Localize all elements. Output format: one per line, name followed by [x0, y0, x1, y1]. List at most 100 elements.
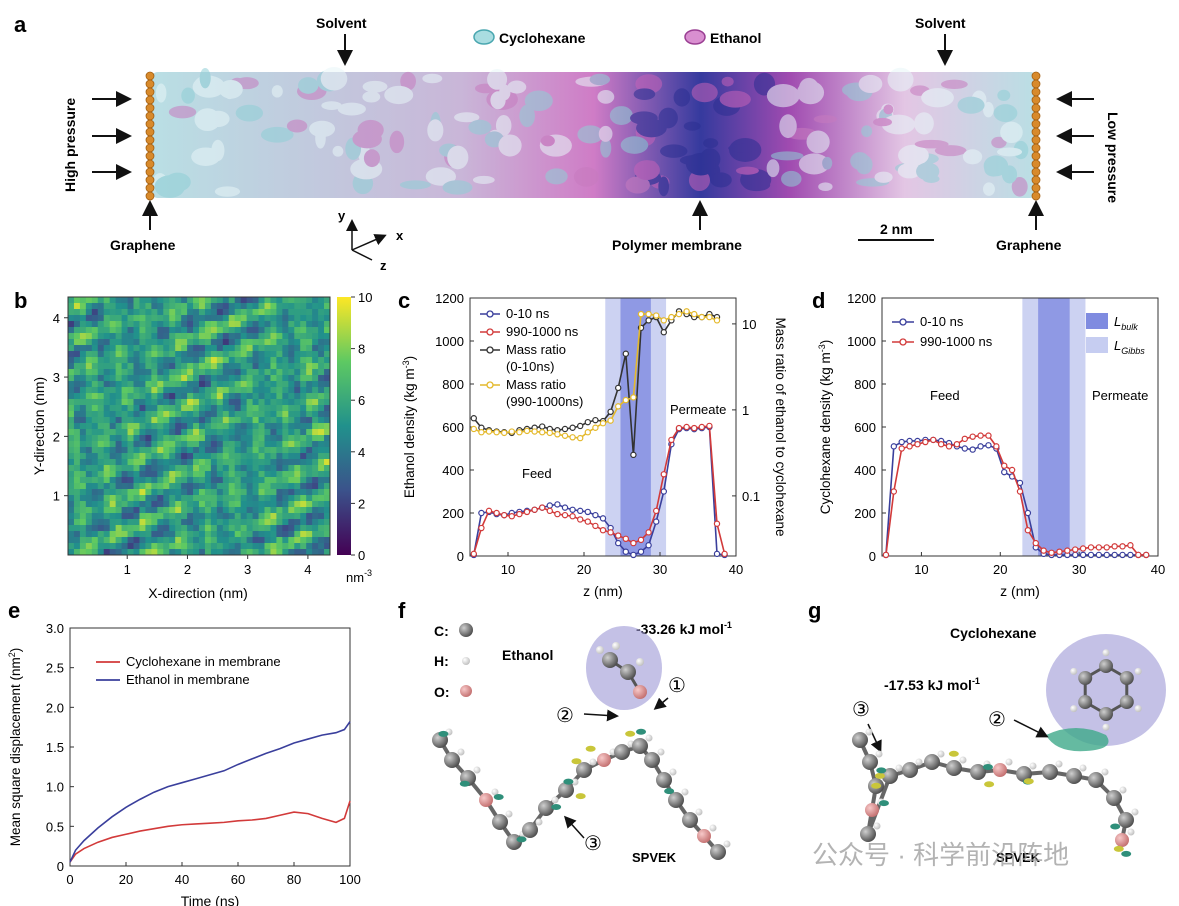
heatmap-cell [109, 483, 117, 490]
heatmap-cell [91, 303, 99, 310]
heatmap-cell [139, 459, 146, 466]
heatmap-cell [270, 375, 277, 382]
heatmap-cell [85, 303, 93, 310]
heatmap-cell [181, 375, 188, 382]
heatmap-cell [181, 501, 188, 508]
heatmap-cell [193, 297, 200, 304]
data-point [1016, 488, 1024, 495]
heatmap-cell [294, 447, 301, 454]
heatmap-cell [187, 333, 194, 340]
heatmap-cell [300, 321, 307, 328]
heatmap-cell [228, 393, 236, 400]
heatmap-cell [246, 465, 253, 472]
heatmap-cell [115, 441, 122, 448]
heatmap-cell [193, 447, 200, 454]
heatmap-cell [73, 513, 81, 520]
heatmap-cell [187, 411, 194, 418]
heatmap-cell [115, 387, 122, 394]
heatmap-cell [199, 537, 206, 544]
colorbar [337, 297, 351, 555]
heatmap-cell [121, 387, 128, 394]
carbon-atom [1118, 812, 1134, 828]
heatmap-cell [193, 441, 200, 448]
heatmap-cell [139, 333, 146, 340]
heatmap-cell [222, 339, 230, 346]
heatmap-cell [222, 351, 230, 358]
heatmap-cell [127, 429, 134, 436]
heatmap-cell [97, 417, 105, 424]
data-point [630, 451, 637, 459]
heatmap-cell [294, 489, 301, 496]
data-point [713, 317, 721, 324]
data-point [493, 429, 500, 436]
heatmap-cell [246, 435, 253, 442]
solvent-blob [914, 139, 949, 149]
heatmap-cell [228, 549, 236, 556]
heatmap-cell [91, 297, 99, 304]
heatmap-cell [294, 297, 301, 304]
heatmap-cell [312, 501, 319, 508]
heatmap-cell [222, 297, 230, 304]
heatmap-cell [73, 441, 81, 448]
heatmap-cell [115, 309, 122, 316]
heatmap-cell [145, 297, 152, 304]
heatmap-cell [157, 531, 164, 538]
heatmap-cell [312, 435, 319, 442]
heatmap-cell [109, 315, 117, 322]
heatmap-cell [252, 429, 259, 436]
heatmap-cell [270, 537, 277, 544]
heatmap-cell [282, 435, 289, 442]
heatmap-cell [109, 345, 117, 352]
heatmap-cell [306, 333, 313, 340]
hydrogen-atom [491, 788, 499, 796]
heatmap-cell [228, 417, 236, 424]
heatmap-cell [210, 315, 218, 322]
heatmap-cell [103, 525, 111, 532]
heatmap-cell [91, 405, 99, 412]
heatmap-cell [216, 417, 224, 424]
heatmap-cell [145, 453, 152, 460]
heatmap-cell [169, 447, 176, 454]
heatmap-cell [169, 393, 176, 400]
heatmap-cell [151, 375, 158, 382]
heatmap-cell [157, 375, 164, 382]
heatmap-cell [187, 327, 194, 334]
heatmap-cell [264, 549, 271, 556]
heatmap-cell [324, 477, 331, 484]
heatmap-cell [79, 507, 87, 514]
heatmap-cell [318, 429, 325, 436]
carbon-atom [656, 772, 672, 788]
heatmap-cell [163, 531, 170, 538]
legend-marker [486, 328, 494, 336]
heatmap-cell [228, 339, 236, 346]
heatmap-cell [151, 309, 158, 316]
hydrogen-atom [645, 734, 653, 742]
heatmap-cell [318, 507, 325, 514]
heatmap-cell [121, 345, 128, 352]
heatmap-cell [210, 321, 218, 328]
heatmap-cell [258, 435, 265, 442]
solvent-blob [363, 149, 381, 168]
heatmap-cell [157, 417, 164, 424]
solvent-blob [873, 117, 893, 127]
heatmap-cell [228, 333, 236, 340]
heatmap-cell [85, 549, 93, 556]
heatmap-cell [145, 489, 152, 496]
series-line [69, 721, 351, 863]
heatmap-cell [157, 405, 164, 412]
heatmap-cell [264, 423, 271, 430]
heatmap-cell [187, 381, 194, 388]
heatmap-cell [121, 519, 128, 526]
heatmap-cell [68, 321, 75, 328]
heatmap-cell [258, 351, 265, 358]
heatmap-cell [246, 345, 253, 352]
spvek-chain-f [432, 728, 731, 860]
heatmap-cell [68, 519, 75, 526]
heatmap-cell [85, 381, 93, 388]
heatmap-cell [109, 411, 117, 418]
heatmap-cell [270, 363, 277, 370]
heatmap-cell [145, 387, 152, 394]
heatmap-cell [246, 387, 253, 394]
heatmap-cell [282, 483, 289, 490]
heatmap-cell [79, 297, 87, 304]
